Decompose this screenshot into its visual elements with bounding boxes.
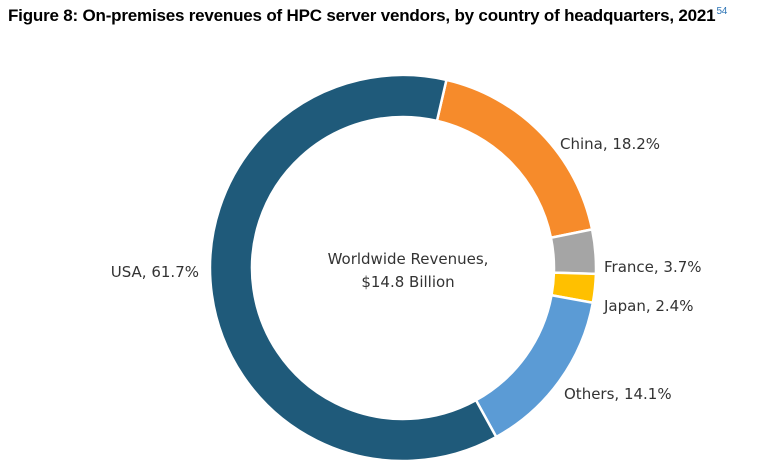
slice-label-others: Others, 14.1% <box>564 385 672 403</box>
center-text-line-1: Worldwide Revenues, <box>328 250 489 268</box>
slice-france <box>549 227 598 276</box>
slice-label-france: France, 3.7% <box>604 258 702 276</box>
slice-label-usa: USA, 61.7% <box>111 263 199 281</box>
chart-title-text: Figure 8: On-premises revenues of HPC se… <box>8 6 716 25</box>
center-text-line-2: $14.8 Billion <box>361 273 454 291</box>
slice-china <box>435 78 594 240</box>
slice-others <box>474 293 595 439</box>
labels-group: China, 18.2% France, 3.7% Japan, 2.4% Other… <box>111 135 702 403</box>
footnote-ref: 54 <box>716 6 728 18</box>
slice-label-china: China, 18.2% <box>560 135 660 153</box>
slices-group <box>208 73 598 463</box>
slice-label-japan: Japan, 2.4% <box>603 297 693 315</box>
chart-title: Figure 8: On-premises revenues of HPC se… <box>8 6 727 26</box>
slice-usa <box>208 73 498 463</box>
